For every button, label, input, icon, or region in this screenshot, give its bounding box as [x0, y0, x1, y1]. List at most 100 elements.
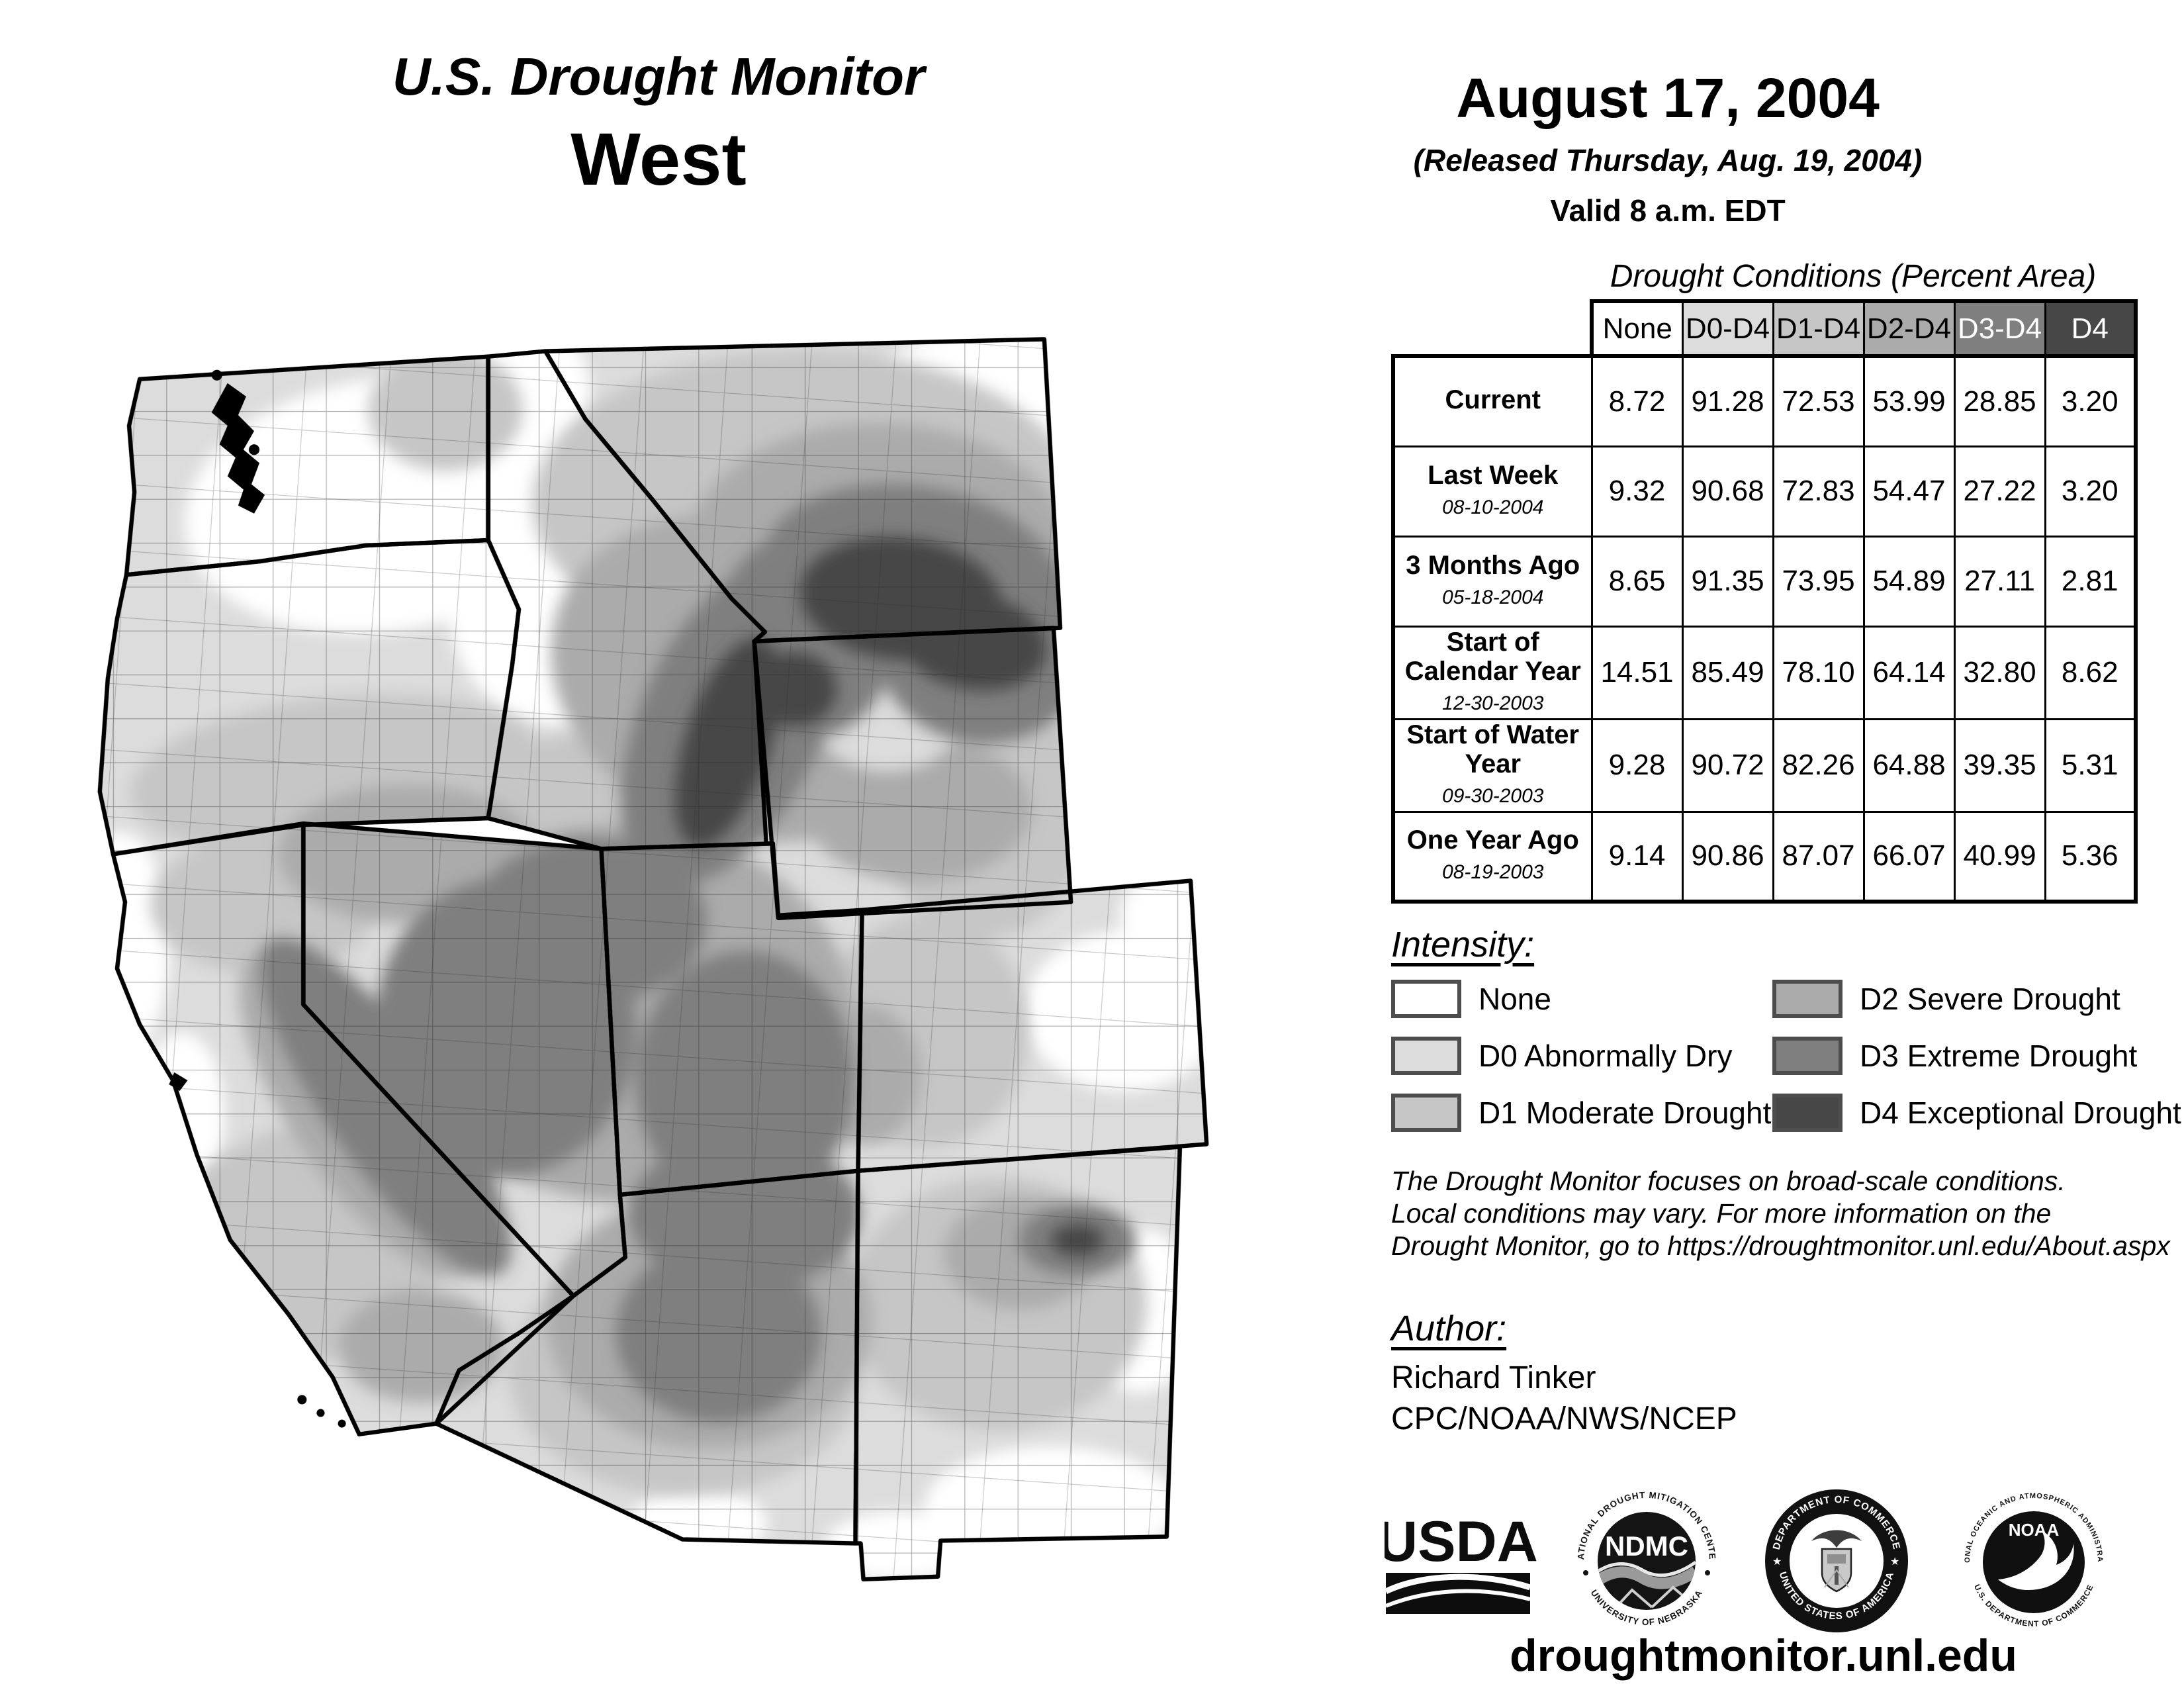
doc-eagle-shield: [1811, 1530, 1862, 1593]
legend-swatch-d4: [1772, 1094, 1843, 1132]
legend-item-d4: D4 Exceptional Drought: [1772, 1094, 2181, 1132]
table-cell: 54.47: [1862, 445, 1956, 538]
table-cell: 53.99: [1862, 354, 1956, 447]
row-label: One Year Ago 08-19-2003: [1391, 810, 1593, 904]
table-title: Drought Conditions (Percent Area): [1610, 259, 2097, 294]
legend-item-d3: D3 Extreme Drought: [1772, 1037, 2181, 1075]
table-cell: 8.62: [2044, 625, 2138, 720]
usda-logo-icon: USDA: [1385, 1511, 1538, 1614]
col-header-none: None: [1590, 299, 1684, 358]
legend-column-right: D2 Severe Drought D3 Extreme Drought D4 …: [1772, 980, 2181, 1132]
date-block: August 17, 2004 (Released Thursday, Aug.…: [1396, 66, 1939, 228]
row-label: Start of Calendar Year 12-30-2003: [1391, 625, 1593, 720]
map-title-block: U.S. Drought Monitor West: [63, 46, 1254, 202]
legend-swatch-d3: [1772, 1037, 1843, 1075]
table-cell: 87.07: [1772, 810, 1865, 904]
col-header-d3-d4: D3-D4: [1953, 299, 2046, 358]
table-cell: 5.31: [2044, 718, 2138, 813]
legend-column-left: None D0 Abnormally Dry D1 Moderate Droug…: [1391, 980, 1771, 1132]
doc-seal-icon: DEPARTMENT OF COMMERCE UNITED STATES OF …: [1765, 1489, 1908, 1632]
report-date: August 17, 2004: [1456, 67, 1880, 129]
legend-swatch-d2: [1772, 980, 1843, 1018]
col-header-d2-d4: D2-D4: [1862, 299, 1956, 358]
table-cell: 32.80: [1953, 625, 2046, 720]
disclaimer-line: Drought Monitor, go to https://droughtmo…: [1391, 1231, 2170, 1261]
table-cell: 2.81: [2044, 535, 2138, 628]
noaa-logo-icon: NOAA NATIONAL OCEANIC AND ATMOSPHERIC AD…: [1964, 1492, 2103, 1628]
table-cell: 72.53: [1772, 354, 1865, 447]
table-row: Start of Water Year 09-30-2003 9.28 90.72…: [1391, 718, 2138, 813]
table-cell: 27.22: [1953, 445, 2046, 538]
drought-conditions-table: None D0-D4 D1-D4 D2-D4 D3-D4 D4 Current …: [1391, 299, 2138, 904]
page-title: U.S. Drought Monitor: [392, 47, 925, 106]
drought-map: [60, 279, 1257, 1610]
author-heading: Author:: [1391, 1309, 1507, 1348]
author-org: CPC/NOAA/NWS/NCEP: [1391, 1401, 1737, 1436]
table-cell: 90.72: [1681, 718, 1774, 813]
valid-time: Valid 8 a.m. EDT: [1550, 193, 1786, 228]
legend-item-d0: D0 Abnormally Dry: [1391, 1037, 1771, 1075]
footer-url: droughtmonitor.unl.edu: [1510, 1630, 2017, 1681]
table-cell: 91.28: [1681, 354, 1774, 447]
table-cell: 9.28: [1590, 718, 1684, 813]
table-cell: 90.86: [1681, 810, 1774, 904]
table-cell: 78.10: [1772, 625, 1865, 720]
col-header-d4: D4: [2044, 299, 2138, 358]
col-header-d1-d4: D1-D4: [1772, 299, 1865, 358]
legend-item-none: None: [1391, 980, 1771, 1018]
table-cell: 54.89: [1862, 535, 1956, 628]
table-row: Current 8.72 91.28 72.53 53.99 28.85 3.2…: [1391, 354, 2138, 447]
table-cell: 72.83: [1772, 445, 1865, 538]
table-corner-cell: [1393, 301, 1592, 356]
table-cell: 66.07: [1862, 810, 1956, 904]
table-cell: 9.32: [1590, 445, 1684, 538]
svg-text:NOAA: NOAA: [2009, 1520, 2060, 1540]
table-cell: 3.20: [2044, 445, 2138, 538]
legend-item-d2: D2 Severe Drought: [1772, 980, 2181, 1018]
svg-text:NDMC: NDMC: [1605, 1530, 1688, 1562]
table-cell: 64.14: [1862, 625, 1956, 720]
coastal-islands-icon: [169, 1072, 346, 1428]
table-row: One Year Ago 08-19-2003 9.14 90.86 87.07 …: [1391, 810, 2138, 904]
ndmc-logo-icon: NDMC NATIONAL DROUGHT MITIGATION CENTER …: [1576, 1490, 1717, 1627]
author-name: Richard Tinker: [1391, 1360, 1596, 1395]
disclaimer-line: Local conditions may vary. For more info…: [1391, 1198, 2052, 1229]
table-cell: 5.36: [2044, 810, 2138, 904]
row-label: Current: [1391, 354, 1593, 447]
table-cell: 91.35: [1681, 535, 1774, 628]
table-cell: 73.95: [1772, 535, 1865, 628]
svg-text:USDA: USDA: [1385, 1511, 1538, 1573]
legend-item-d1: D1 Moderate Drought: [1391, 1094, 1771, 1132]
table-header-row: None D0-D4 D1-D4 D2-D4 D3-D4 D4: [1393, 299, 2138, 358]
table-row: Start of Calendar Year 12-30-2003 14.51 8…: [1391, 625, 2138, 720]
legend-swatch-d1: [1391, 1094, 1461, 1132]
table-cell: 8.72: [1590, 354, 1684, 447]
table-cell: 39.35: [1953, 718, 2046, 813]
table-cell: 8.65: [1590, 535, 1684, 628]
disclaimer: The Drought Monitor focuses on broad-sca…: [1391, 1165, 2179, 1262]
svg-text:★: ★: [1772, 1556, 1782, 1568]
table-cell: 40.99: [1953, 810, 2046, 904]
table-cell: 85.49: [1681, 625, 1774, 720]
release-date: (Released Thursday, Aug. 19, 2004): [1413, 143, 1923, 177]
row-label: Last Week 08-10-2004: [1391, 445, 1593, 538]
table-cell: 90.68: [1681, 445, 1774, 538]
row-label: Start of Water Year 09-30-2003: [1391, 718, 1593, 813]
table-row: 3 Months Ago 05-18-2004 8.65 91.35 73.95 …: [1391, 535, 2138, 628]
col-header-d0-d4: D0-D4: [1681, 299, 1774, 358]
legend-swatch-none: [1391, 980, 1461, 1018]
region-title: West: [570, 118, 747, 201]
puget-sound-icon: [211, 369, 265, 514]
table-cell: 27.11: [1953, 535, 2046, 628]
table-cell: 28.85: [1953, 354, 2046, 447]
table-cell: 3.20: [2044, 354, 2138, 447]
table-cell: 64.88: [1862, 718, 1956, 813]
legend-swatch-d0: [1391, 1037, 1461, 1075]
legend-title: Intensity:: [1391, 925, 1535, 964]
table-cell: 14.51: [1590, 625, 1684, 720]
svg-text:★: ★: [1890, 1556, 1899, 1568]
table-cell: 9.14: [1590, 810, 1684, 904]
row-label: 3 Months Ago 05-18-2004: [1391, 535, 1593, 628]
table-cell: 82.26: [1772, 718, 1865, 813]
table-row: Last Week 08-10-2004 9.32 90.68 72.83 54.…: [1391, 445, 2138, 538]
